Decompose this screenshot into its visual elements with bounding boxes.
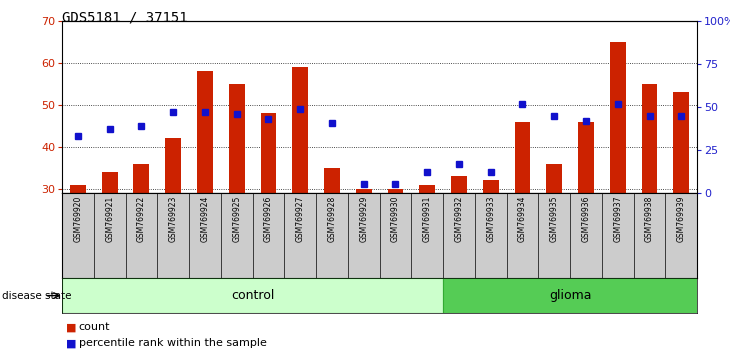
Text: GSM769934: GSM769934 [518,195,527,242]
Text: GSM769924: GSM769924 [201,195,210,242]
Text: GSM769926: GSM769926 [264,195,273,242]
Bar [228,84,245,193]
Text: GSM769939: GSM769939 [677,195,685,242]
Text: glioma: glioma [549,289,591,302]
Text: GSM769921: GSM769921 [105,195,114,242]
Bar [134,164,150,193]
Bar [70,184,86,193]
Text: percentile rank within the sample: percentile rank within the sample [79,338,266,348]
Text: GSM769928: GSM769928 [328,195,337,242]
Bar [451,176,467,193]
Bar [610,42,626,193]
Bar [642,84,658,193]
Bar [165,138,181,193]
Text: GSM769923: GSM769923 [169,195,177,242]
Text: GSM769920: GSM769920 [74,195,82,242]
Text: ■: ■ [66,338,76,348]
Bar [546,164,562,193]
Bar [673,92,689,193]
Text: ■: ■ [66,322,76,332]
Bar [443,278,697,313]
Text: control: control [231,289,274,302]
Text: GSM769932: GSM769932 [455,195,464,242]
Text: GSM769931: GSM769931 [423,195,431,242]
Text: GSM769936: GSM769936 [582,195,591,242]
Text: GSM769929: GSM769929 [359,195,368,242]
Bar [261,113,277,193]
Bar [62,278,443,313]
Bar [419,184,435,193]
Text: GDS5181 / 37151: GDS5181 / 37151 [62,11,188,25]
Text: GSM769922: GSM769922 [137,195,146,242]
Text: GSM769937: GSM769937 [613,195,622,242]
Bar [483,181,499,193]
Text: GSM769927: GSM769927 [296,195,304,242]
Text: GSM769935: GSM769935 [550,195,558,242]
Bar [101,172,118,193]
Text: GSM769925: GSM769925 [232,195,241,242]
Text: GSM769933: GSM769933 [486,195,495,242]
Bar [388,189,404,193]
Bar [292,67,308,193]
Text: count: count [79,322,110,332]
Bar [197,72,213,193]
Bar [515,122,531,193]
Bar [324,168,340,193]
Bar [578,122,594,193]
Bar [356,189,372,193]
Text: GSM769930: GSM769930 [391,195,400,242]
Text: disease state: disease state [2,291,72,301]
Text: GSM769938: GSM769938 [645,195,654,242]
